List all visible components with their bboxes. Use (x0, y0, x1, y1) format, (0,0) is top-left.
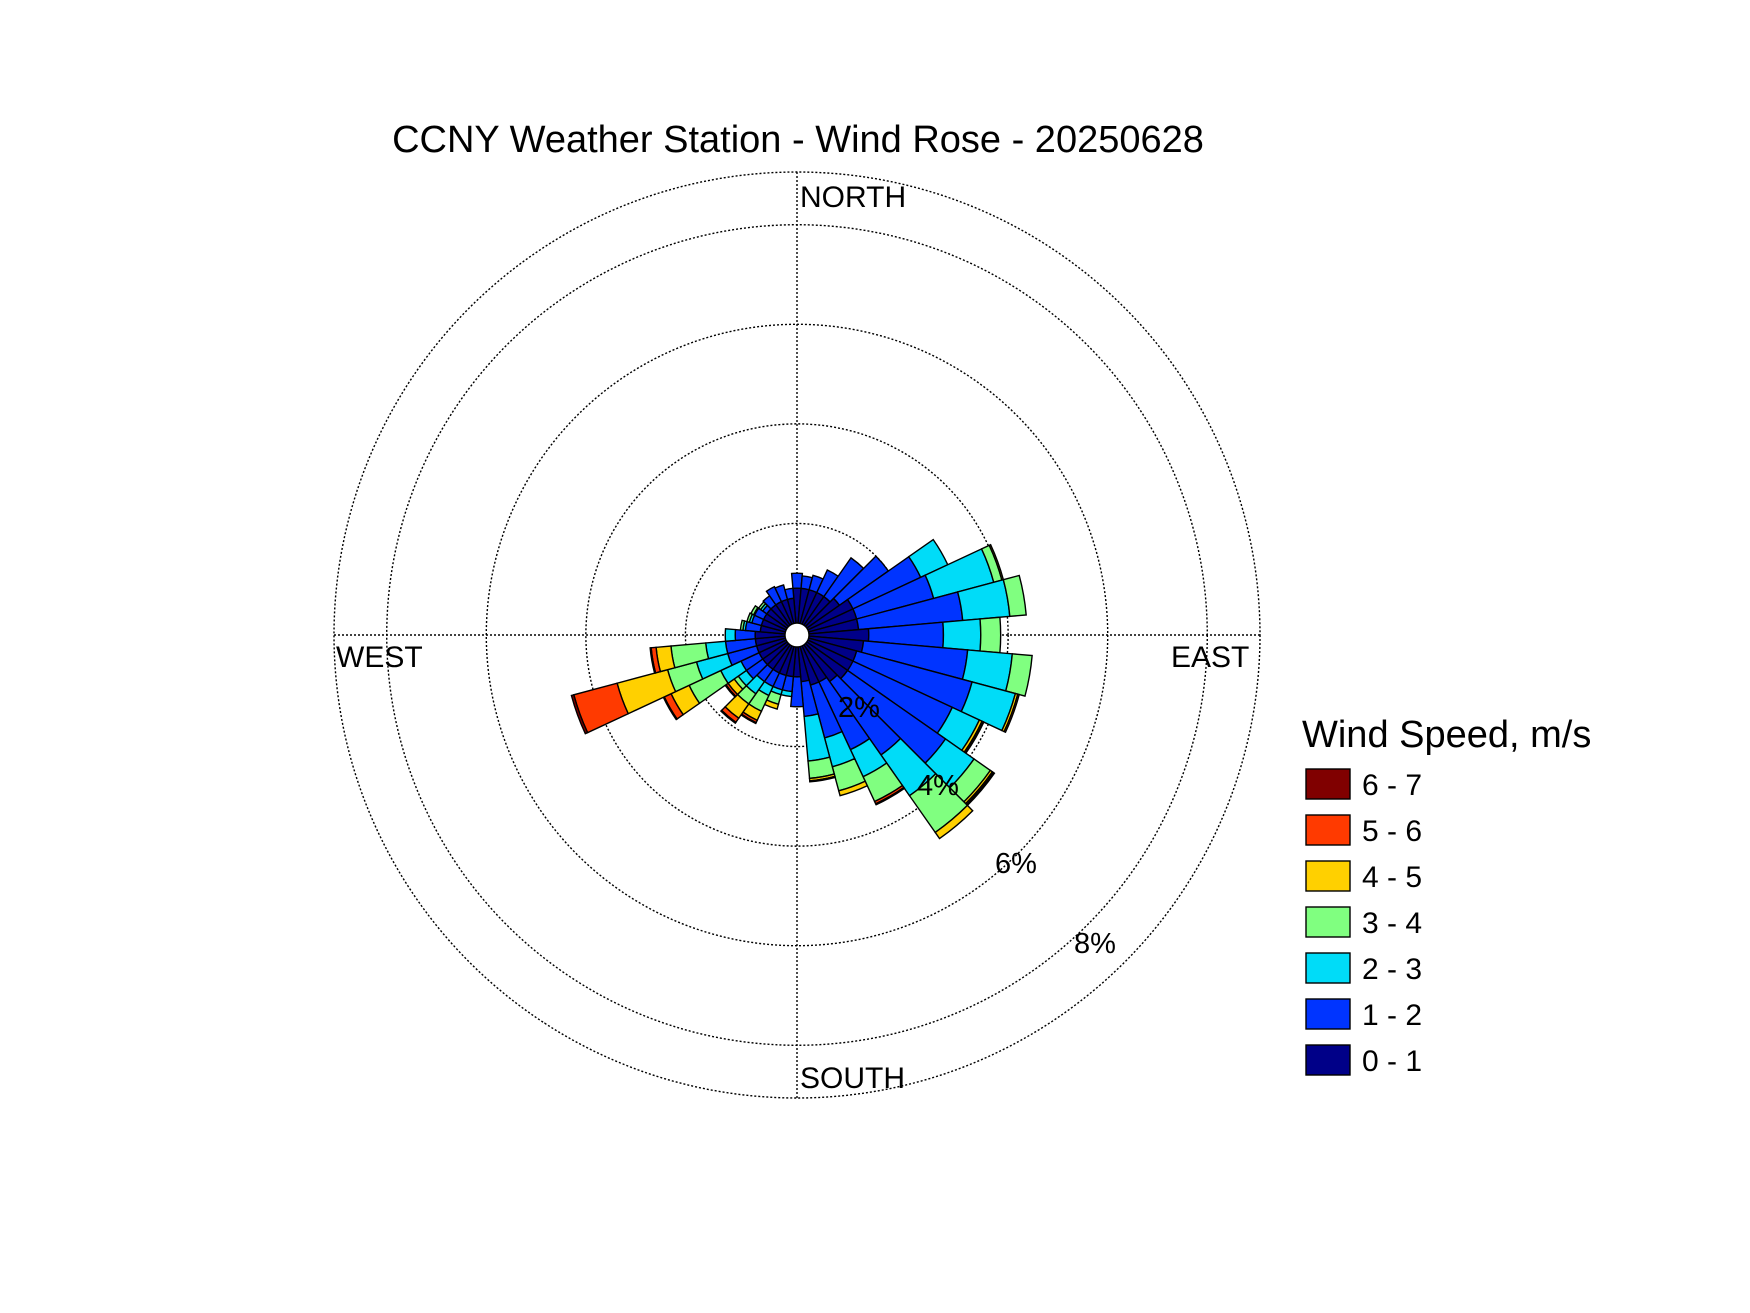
sector-170 (797, 645, 837, 783)
bar-segment-260-bin6 (649, 647, 657, 675)
legend-swatch-3 (1305, 906, 1351, 938)
bar-segment-290-bin3 (746, 612, 754, 624)
bar-segment-250-bin6 (570, 693, 589, 735)
legend-swatch-0 (1305, 768, 1351, 800)
legend-label-0: 6 - 7 (1362, 769, 1422, 802)
bar-segment-280-bin3 (739, 619, 746, 632)
sector-130 (804, 640, 996, 807)
bar-segment-90-bin3 (979, 616, 1002, 654)
sector-100 (807, 635, 1033, 697)
ring-label-2: 2% (838, 692, 880, 724)
bar-segment-220-bin6 (719, 709, 737, 725)
sector-90 (808, 616, 1002, 654)
direction-label-east: EAST (1171, 641, 1249, 674)
direction-label-south: SOUTH (800, 1062, 905, 1095)
bar-segment-330-bin1 (765, 585, 783, 606)
legend-swatch-2 (1305, 860, 1351, 892)
bar-segment-100-bin3 (1004, 653, 1033, 697)
sector-60 (805, 538, 949, 631)
legend-items: 6 - 7 5 - 6 4 - 5 3 - 4 2 - 3 1 - 2 0 - 1 (1305, 768, 1422, 1078)
legend-swatch-1 (1305, 814, 1351, 846)
legend-title: Wind Speed, m/s (1302, 714, 1591, 756)
bar-segment-300-bin3 (749, 604, 759, 616)
legend-swatch-6 (1305, 1044, 1351, 1076)
bar-segment-340-bin1 (774, 584, 789, 603)
ring-label-6: 6% (995, 848, 1037, 880)
legend-label-2: 4 - 5 (1362, 861, 1422, 894)
bar-segment-140-bin4 (934, 804, 974, 840)
legend: Wind Speed, m/s 6 - 7 5 - 6 4 - 5 3 - 4 2 - … (1302, 714, 1591, 1078)
legend-label-4: 2 - 3 (1362, 953, 1422, 986)
sector-330 (765, 585, 793, 627)
chart-title: CCNY Weather Station - Wind Rose - 20250… (392, 119, 1204, 161)
sector-300 (749, 604, 789, 631)
sector-140 (802, 642, 974, 840)
sector-250 (570, 637, 788, 735)
ring-label-8: 8% (1074, 928, 1116, 960)
bar-segment-90-bin2 (942, 618, 982, 652)
direction-label-north: NORTH (800, 181, 906, 214)
bar-segment-180-bin1 (789, 675, 805, 708)
legend-label-3: 3 - 4 (1362, 907, 1422, 940)
legend-swatch-5 (1305, 998, 1351, 1030)
sector-160 (799, 644, 869, 797)
ring-label-4: 4% (917, 770, 959, 802)
direction-label-west: WEST (336, 641, 423, 674)
bar-segment-80-bin3 (1002, 574, 1027, 618)
wind-rose-bars (570, 538, 1033, 840)
bar-segment-350-bin1 (784, 587, 795, 601)
grid-ring-4 (585, 423, 1009, 847)
bar-segment-110-bin5 (1003, 693, 1021, 734)
bar-segment-160-bin4 (837, 780, 869, 797)
sector-110 (806, 637, 1021, 734)
legend-label-5: 1 - 2 (1362, 999, 1422, 1032)
bar-segment-150-bin6 (874, 786, 906, 806)
bar-segment-170-bin5 (809, 775, 837, 783)
bar-segment-270-bin2 (724, 627, 737, 643)
legend-swatch-4 (1305, 952, 1351, 984)
legend-label-6: 0 - 1 (1362, 1045, 1422, 1078)
legend-label-1: 5 - 6 (1362, 815, 1422, 848)
center-hole (784, 622, 810, 648)
bar-segment-0-bin1 (790, 572, 804, 590)
